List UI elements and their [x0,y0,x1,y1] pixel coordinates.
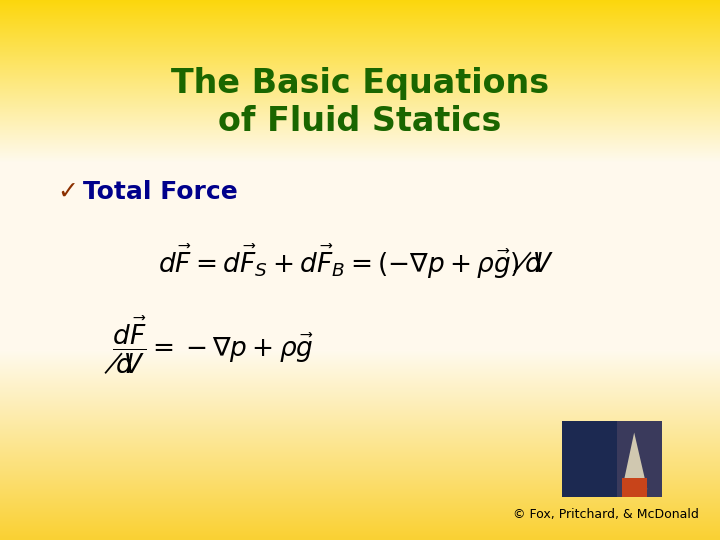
Text: $d\vec{F} = d\vec{F}_S + d\vec{F}_B = (-\nabla p + \rho\vec{g})\, d\!\!\not{V}$: $d\vec{F} = d\vec{F}_S + d\vec{F}_B = (-… [158,242,554,281]
FancyBboxPatch shape [622,478,647,497]
FancyBboxPatch shape [562,421,662,497]
Text: of Fluid Statics: of Fluid Statics [218,105,502,138]
Text: ✓: ✓ [58,180,78,204]
Text: $\dfrac{d\vec{F}}{d\!\!\not{V}} = -\nabla p + \rho\vec{g}$: $\dfrac{d\vec{F}}{d\!\!\not{V}} = -\nabl… [104,314,314,377]
Text: The Basic Equations: The Basic Equations [171,67,549,100]
FancyBboxPatch shape [562,421,617,497]
Text: © Fox, Pritchard, & McDonald: © Fox, Pritchard, & McDonald [513,508,698,521]
FancyBboxPatch shape [617,421,662,497]
Polygon shape [622,433,647,489]
Text: Total Force: Total Force [83,180,238,204]
